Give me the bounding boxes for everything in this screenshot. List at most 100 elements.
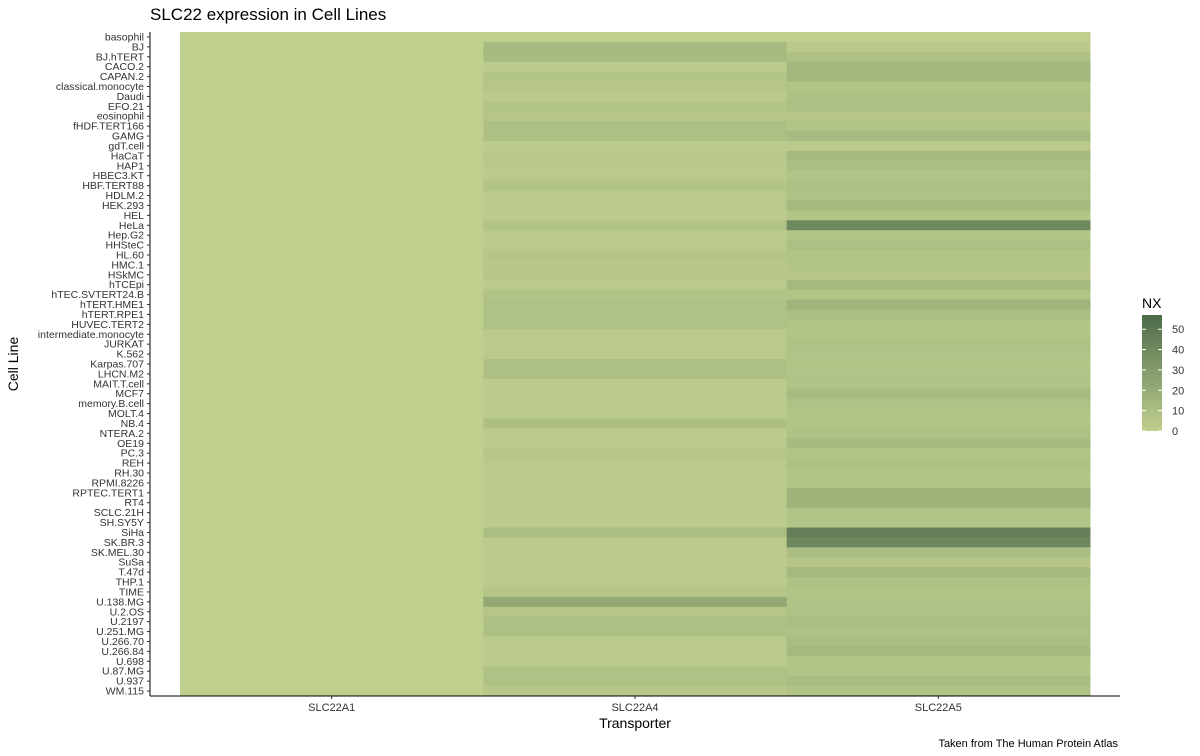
chart-title: SLC22 expression in Cell Lines (150, 5, 386, 24)
heatmap-tile (483, 448, 788, 459)
heatmap-tile (180, 319, 484, 330)
heatmap-tile (180, 160, 484, 172)
heatmap-tile (786, 170, 1091, 182)
heatmap-tile (786, 121, 1091, 132)
heatmap-tile (180, 398, 484, 410)
heatmap-tile (180, 616, 484, 628)
y-tick-label: SiHa (121, 527, 144, 539)
y-tick-label: U.2.OS (110, 606, 144, 618)
y-tick-label: SuSa (118, 557, 144, 569)
heatmap-tile (483, 517, 788, 529)
heatmap-tile (786, 418, 1091, 429)
heatmap-tile (483, 141, 788, 152)
y-tick-label: HUVEC.TERT2 (71, 319, 144, 331)
heatmap-tile (180, 606, 484, 618)
heatmap-tile (180, 497, 484, 509)
y-axis-title: Cell Line (5, 337, 21, 392)
y-tick-label: WM.115 (106, 686, 144, 698)
heatmap-tile (483, 91, 788, 102)
heatmap-tile (786, 507, 1091, 519)
heatmap-tile (483, 666, 788, 677)
y-tick-label: U.87.MG (102, 666, 144, 678)
y-tick-label: JURKAT (104, 339, 145, 351)
heatmap-tile (483, 636, 788, 647)
heatmap-tile (786, 269, 1091, 281)
heatmap-tile (786, 190, 1091, 201)
heatmap-tile (180, 141, 484, 152)
heatmap-tile (180, 131, 484, 142)
y-tick-label: HEK.293 (102, 200, 144, 212)
y-tick-label: GAMG (112, 131, 144, 143)
heatmap-tile (180, 111, 484, 122)
y-tick-label: LHCN.M2 (98, 368, 144, 380)
y-tick-label: MCF7 (115, 388, 144, 400)
heatmap-tile (483, 190, 788, 201)
heatmap-tile (180, 408, 484, 420)
y-tick-label: intermediate.monocyte (38, 329, 144, 341)
y-tick-label: MAIT.T.cell (93, 378, 144, 390)
heatmap-tile (483, 577, 788, 588)
heatmap-tile (180, 378, 484, 390)
y-tick-label: HaCaT (111, 150, 145, 162)
legend-colorbar (1142, 315, 1162, 431)
y-tick-label: MOLT.4 (108, 408, 144, 420)
y-tick-label: THP.1 (116, 577, 145, 589)
heatmap-tile (786, 230, 1091, 241)
heatmap-tile (786, 547, 1091, 558)
heatmap-tile (483, 378, 788, 390)
y-tick-label: gdT.cell (108, 140, 144, 152)
y-tick-label: NB.4 (121, 418, 145, 430)
heatmap-tile (180, 676, 484, 687)
y-tick-label: hTEC.SVTERT24.B (51, 289, 144, 301)
legend-tick-label: 0 (1172, 426, 1178, 438)
heatmap-tile (786, 289, 1091, 301)
heatmap-tile (180, 567, 484, 578)
heatmap-tile (786, 141, 1091, 152)
y-tick-label: U.266.70 (101, 636, 144, 648)
heatmap-tile (180, 41, 484, 53)
y-tick-label: NTERA.2 (100, 428, 145, 440)
x-tick-labels: SLC22A1 SLC22A4 SLC22A5 (308, 696, 962, 714)
heatmap-tile (180, 220, 484, 231)
heatmap-tile (180, 150, 484, 162)
heatmap-tile (180, 656, 484, 667)
heatmap-tile (786, 676, 1091, 687)
heatmap-tile (786, 160, 1091, 172)
y-tick-label: fHDF.TERT166 (73, 121, 144, 133)
heatmap-tile (180, 101, 484, 112)
heatmap-tile (483, 121, 788, 132)
heatmap-tile (180, 269, 484, 281)
heatmap-tile (483, 279, 788, 291)
heatmap-tile (180, 279, 484, 291)
legend-tick-label: 20 (1172, 385, 1184, 397)
y-tick-label: PC.3 (121, 448, 145, 460)
heatmap-tile (180, 557, 484, 568)
heatmap-tiles (180, 32, 1091, 697)
heatmap-tile (180, 359, 484, 370)
heatmap-tile (786, 150, 1091, 162)
legend-tick-label: 30 (1172, 365, 1184, 377)
heatmap-tile (786, 279, 1091, 291)
heatmap-tile (786, 438, 1091, 449)
heatmap-tile (483, 557, 788, 568)
y-tick-label: memory.B.cell (78, 398, 144, 410)
heatmap-tile (483, 497, 788, 509)
heatmap-tile (180, 577, 484, 588)
heatmap-tile (180, 527, 484, 538)
y-tick-label: HHSteC (105, 240, 144, 252)
y-tick-label: K.562 (117, 349, 145, 361)
heatmap-tile (483, 468, 788, 479)
y-tick-label: OE19 (117, 438, 144, 450)
y-tick-label: BJ.hTERT (96, 51, 145, 63)
heatmap-tile (483, 477, 788, 489)
y-tick-label: HAP1 (117, 160, 145, 172)
heatmap-tile (786, 32, 1091, 43)
heatmap-tile (483, 319, 788, 330)
y-tick-label: RH.30 (114, 468, 144, 480)
heatmap-tile (786, 210, 1091, 221)
heatmap-tile (786, 686, 1091, 697)
heatmap-tile (180, 468, 484, 479)
legend-tick-label: 40 (1172, 345, 1184, 357)
heatmap-tile (483, 656, 788, 667)
heatmap-tile (180, 418, 484, 429)
